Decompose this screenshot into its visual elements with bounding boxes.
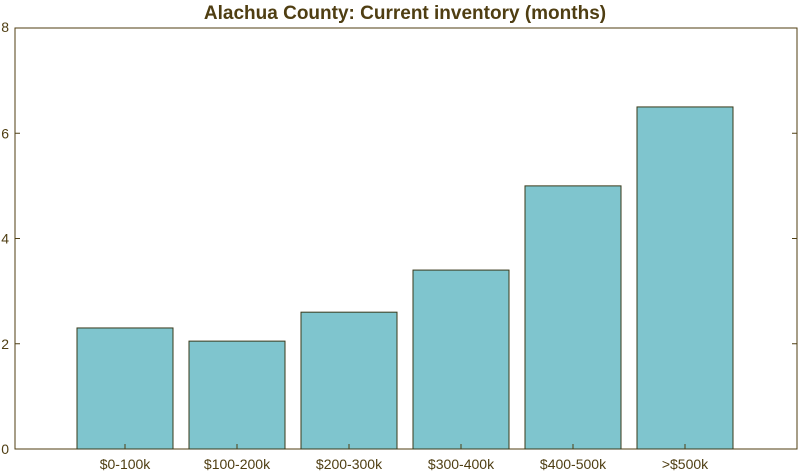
bar	[300, 311, 398, 450]
x-tick-label: >$500k	[662, 456, 709, 472]
x-tick-label: $200-300k	[316, 456, 383, 472]
x-tick-label: $400-500k	[540, 456, 607, 472]
chart-title: Alachua County: Current inventory (month…	[204, 3, 606, 24]
y-tick-label: 0	[1, 441, 9, 457]
y-tick-label: 8	[1, 19, 9, 35]
bar-series	[76, 106, 734, 450]
bar	[76, 327, 174, 450]
bar	[188, 340, 286, 450]
bar	[412, 269, 510, 450]
y-tick-label: 6	[1, 125, 9, 141]
bar	[636, 106, 734, 450]
y-tick-label: 4	[1, 231, 9, 247]
x-axis: $0-100k $100-200k $200-300k $300-400k $400-5…	[100, 444, 709, 472]
x-tick-label: $300-400k	[428, 456, 495, 472]
y-axis: 0 2 4 6 8	[1, 19, 797, 457]
x-tick-label: $100-200k	[204, 456, 271, 472]
x-tick-label: $0-100k	[100, 456, 152, 472]
y-tick-label: 2	[1, 336, 9, 352]
bar	[524, 185, 622, 450]
